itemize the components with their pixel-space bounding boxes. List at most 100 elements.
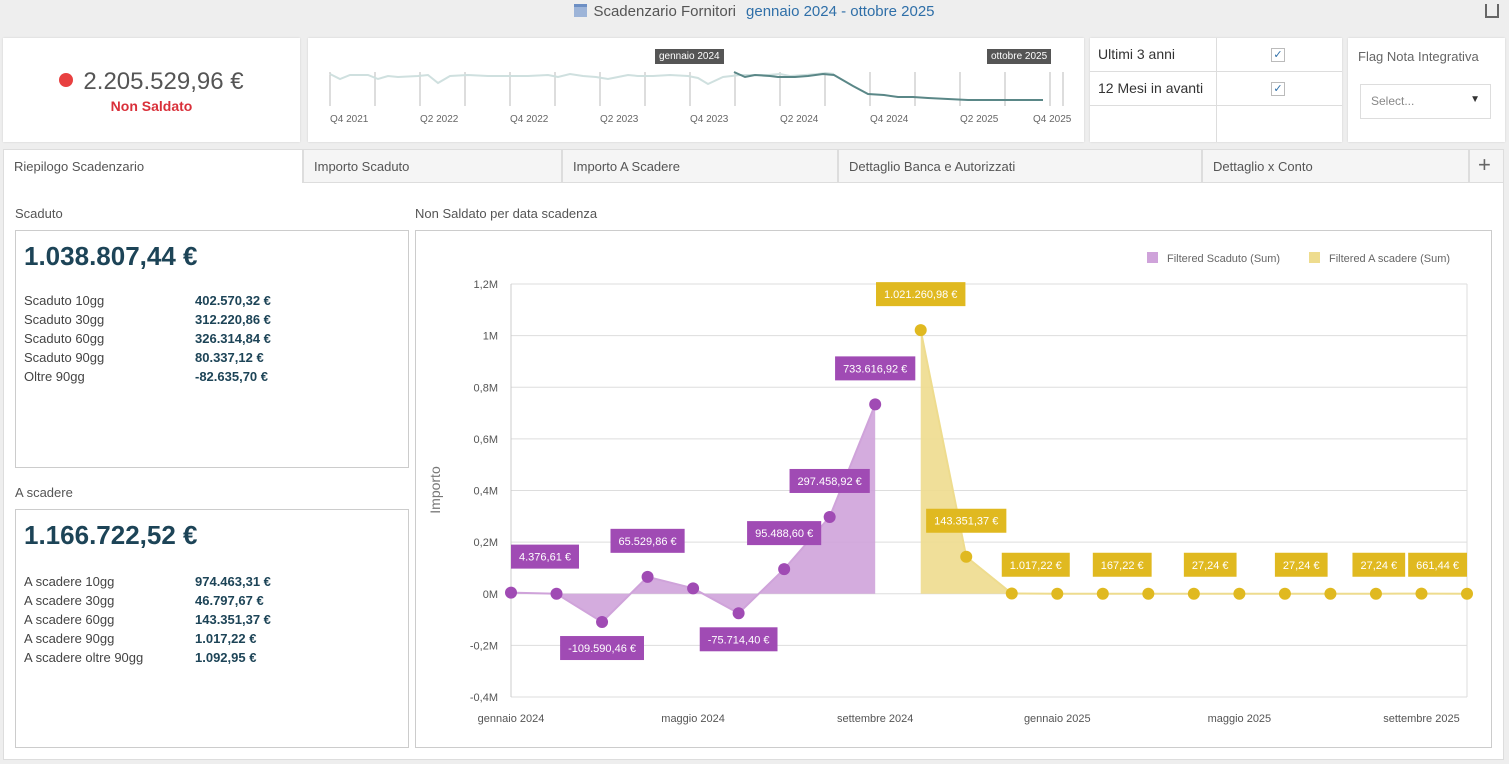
checkbox-ultimi-3-anni[interactable]: ✓ bbox=[1271, 48, 1285, 62]
legend-swatch bbox=[1309, 252, 1320, 263]
kpi-value: 2.205.529,96 € bbox=[83, 68, 244, 95]
y-tick-label: 0M bbox=[483, 589, 498, 601]
legend-label: Filtered Scaduto (Sum) bbox=[1167, 253, 1280, 265]
data-label-box bbox=[560, 636, 644, 661]
data-label: 4.376,61 € bbox=[519, 552, 571, 564]
data-label-box bbox=[610, 528, 685, 553]
flag-nota-select[interactable]: Select... ▼ bbox=[1360, 84, 1491, 119]
y-tick-label: 0,8M bbox=[474, 382, 498, 394]
y-tick-label: -0,2M bbox=[470, 640, 498, 652]
flag-nota-card: Flag Nota Integrativa Select... ▼ bbox=[1348, 38, 1505, 142]
timeline-tick: Q4 2025 bbox=[1033, 114, 1072, 125]
list-item: Scaduto 90gg 80.337,12 € bbox=[24, 350, 394, 369]
row-label: Scaduto 60gg bbox=[24, 331, 105, 346]
data-label-box bbox=[926, 508, 1007, 533]
date-range: gennaio 2024 - ottobre 2025 bbox=[746, 3, 935, 20]
row-value: 312.220,86 € bbox=[195, 312, 271, 327]
data-label: 1.017,22 € bbox=[1010, 560, 1062, 572]
row-value: 974.463,31 € bbox=[195, 574, 271, 589]
data-label: 733.616,92 € bbox=[843, 363, 907, 375]
tab-dettaglio-conto[interactable]: Dettaglio x Conto bbox=[1202, 149, 1469, 183]
data-point bbox=[732, 607, 745, 620]
timeline-slider[interactable]: gennaio 2024 ottobre 2025 Q4 2021 Q2 202… bbox=[308, 38, 1084, 142]
data-point bbox=[1005, 587, 1018, 600]
row-value: -82.635,70 € bbox=[195, 369, 269, 384]
data-label-box bbox=[699, 627, 778, 652]
data-label-box bbox=[511, 544, 579, 569]
filter-check-cell: ✓ bbox=[1217, 38, 1342, 72]
x-tick-label: maggio 2025 bbox=[1208, 713, 1272, 725]
data-point bbox=[596, 616, 609, 629]
x-tick-label: settembre 2024 bbox=[837, 713, 913, 725]
data-label: 27,24 € bbox=[1192, 560, 1229, 572]
y-tick-label: 1M bbox=[483, 331, 498, 343]
timeline-tick: Q2 2023 bbox=[600, 114, 639, 125]
data-label-box bbox=[789, 468, 870, 493]
scaduto-title: Scaduto bbox=[15, 206, 63, 221]
data-label: 27,24 € bbox=[1360, 560, 1397, 572]
data-label: 27,24 € bbox=[1283, 560, 1320, 572]
row-label: Scaduto 10gg bbox=[24, 293, 105, 308]
data-point bbox=[778, 563, 791, 576]
row-label: A scadere 30gg bbox=[24, 593, 115, 608]
checkbox-12-mesi-avanti[interactable]: ✓ bbox=[1271, 82, 1285, 96]
add-tab-button[interactable]: + bbox=[1469, 149, 1504, 183]
filter-label: Ultimi 3 anni bbox=[1090, 38, 1217, 72]
data-label-box bbox=[1408, 552, 1467, 577]
data-point bbox=[1461, 587, 1473, 600]
row-label: Scaduto 90gg bbox=[24, 350, 105, 365]
row-value: 1.017,22 € bbox=[195, 631, 257, 646]
timeline-start-flag[interactable]: gennaio 2024 bbox=[655, 49, 724, 64]
data-point bbox=[1369, 587, 1382, 600]
filter-check-cell: ✓ bbox=[1217, 72, 1342, 106]
share-icon[interactable] bbox=[1485, 4, 1499, 18]
tab-importo-a-scadere[interactable]: Importo A Scadere bbox=[562, 149, 838, 183]
a-scadere-total: 1.166.722,52 € bbox=[24, 520, 198, 550]
row-label: A scadere 10gg bbox=[24, 574, 115, 589]
data-point bbox=[550, 587, 563, 600]
data-label: 65.529,86 € bbox=[619, 536, 677, 548]
data-label: 143.351,37 € bbox=[934, 516, 998, 528]
data-label-box bbox=[1001, 552, 1070, 577]
header: Scadenzario Fornitori gennaio 2024 - otto… bbox=[0, 0, 1509, 26]
row-value: 402.570,32 € bbox=[195, 293, 271, 308]
data-label: -75.714,40 € bbox=[708, 634, 770, 646]
dropdown-arrow-icon: ▼ bbox=[1470, 94, 1480, 105]
scaduto-card: 1.038.807,44 € Scaduto 10gg 402.570,32 € … bbox=[15, 230, 409, 468]
data-point bbox=[869, 398, 882, 411]
data-label: 167,22 € bbox=[1101, 560, 1144, 572]
timeline-tick: Q2 2024 bbox=[780, 114, 819, 125]
area-chart: -0,4M -0,2M 0M 0,2M 0,4M 0,6M 0,8M 1M 1,2M gennai… bbox=[427, 252, 1473, 725]
timeline-tick: Q4 2024 bbox=[870, 114, 909, 125]
x-tick-label: maggio 2024 bbox=[661, 713, 725, 725]
data-point bbox=[1278, 587, 1291, 600]
data-label: 1.021.260,98 € bbox=[884, 289, 957, 301]
data-point bbox=[914, 324, 927, 337]
row-label: A scadere oltre 90gg bbox=[24, 650, 144, 665]
status-dot-icon bbox=[59, 73, 74, 87]
data-point bbox=[1233, 587, 1246, 600]
row-label: Oltre 90gg bbox=[24, 369, 85, 384]
y-axis-label: Importo bbox=[427, 466, 443, 514]
list-item: A scadere 90gg 1.017,22 € bbox=[24, 631, 394, 650]
tab-riepilogo[interactable]: Riepilogo Scadenzario bbox=[3, 149, 303, 183]
data-point bbox=[687, 582, 700, 595]
y-tick-label: 0,4M bbox=[474, 486, 498, 498]
data-point bbox=[1415, 587, 1428, 600]
row-value: 46.797,67 € bbox=[195, 593, 264, 608]
x-tick-label: gennaio 2025 bbox=[1024, 713, 1091, 725]
data-point bbox=[1187, 587, 1200, 600]
data-point bbox=[960, 550, 973, 563]
y-tick-label: 1,2M bbox=[474, 279, 498, 291]
data-point bbox=[1051, 587, 1064, 600]
tab-dettaglio-banca[interactable]: Dettaglio Banca e Autorizzati bbox=[838, 149, 1202, 183]
chart-title: Non Saldato per data scadenza bbox=[415, 206, 598, 221]
tab-importo-scaduto[interactable]: Importo Scaduto bbox=[303, 149, 562, 183]
list-item: A scadere 30gg 46.797,67 € bbox=[24, 593, 394, 612]
timeline-tick: Q4 2021 bbox=[330, 114, 369, 125]
data-point bbox=[823, 510, 836, 523]
x-tick-label: gennaio 2024 bbox=[478, 713, 545, 725]
filter-label: 12 Mesi in avanti bbox=[1090, 72, 1217, 106]
data-label: -109.590,46 € bbox=[568, 643, 636, 655]
timeline-end-flag[interactable]: ottobre 2025 bbox=[987, 49, 1052, 64]
